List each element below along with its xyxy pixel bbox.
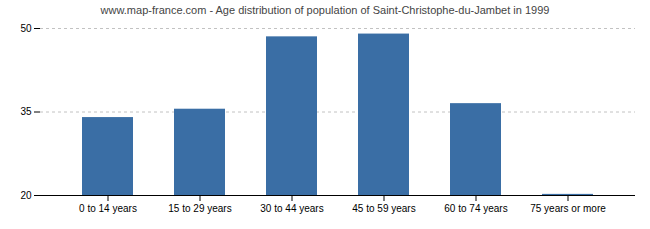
svg-text:15 to 29 years: 15 to 29 years [168,203,231,214]
svg-text:35: 35 [20,106,32,117]
html-text:www.map-france.com - Age distr: www.map-france.com - Age distribution of… [100,4,550,16]
svg-text:30 to 44 years: 30 to 44 years [260,203,323,214]
svg-text:20: 20 [20,190,32,201]
svg-text:45 to 59 years: 45 to 59 years [352,203,415,214]
svg-text:75 years or more: 75 years or more [530,203,606,214]
svg-text:60 to 74 years: 60 to 74 years [444,203,507,214]
svg-text:50: 50 [20,23,32,34]
svg-text:0 to 14 years: 0 to 14 years [79,203,137,214]
